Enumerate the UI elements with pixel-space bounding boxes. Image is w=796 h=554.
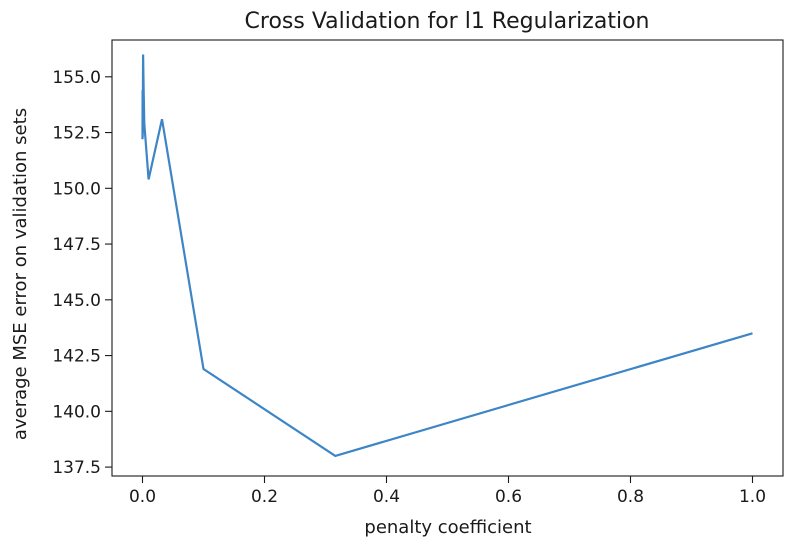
y-tick-label: 145.0 [52,291,101,311]
y-tick-label: 142.5 [52,347,101,367]
y-tick-label: 152.5 [52,124,101,144]
series-line [141,54,753,458]
x-tick-label: 1.0 [739,487,766,507]
x-axis-label: penalty coefficient [364,517,531,538]
y-axis-ticks: 137.5 140.0 142.5 145.0 147.5 150.0 152.5 155.0 [52,68,112,478]
y-tick-label: 137.5 [52,458,101,478]
x-tick-label: 0.0 [129,487,156,507]
y-tick-label: 150.0 [52,179,101,199]
x-tick-label: 0.6 [495,487,522,507]
plot-area: 0.0 0.2 0.4 0.6 0.8 1.0 137.5140.0142.5145.01… [52,39,784,507]
chart-title: Cross Validation for l1 Regularization [245,9,650,34]
x-axis-ticks: 0.0 0.2 0.4 0.6 0.8 1.0 [129,476,766,507]
axes-frame [111,39,784,477]
y-tick-label: 140.0 [52,402,101,422]
x-tick-label: 0.2 [251,487,278,507]
y-tick-label: 147.5 [52,235,101,255]
y-tick-label: 155.0 [52,68,101,88]
y-axis-label: average MSE error on validation sets [10,108,31,440]
x-tick-label: 0.4 [373,487,400,507]
x-tick-label: 0.8 [617,487,644,507]
